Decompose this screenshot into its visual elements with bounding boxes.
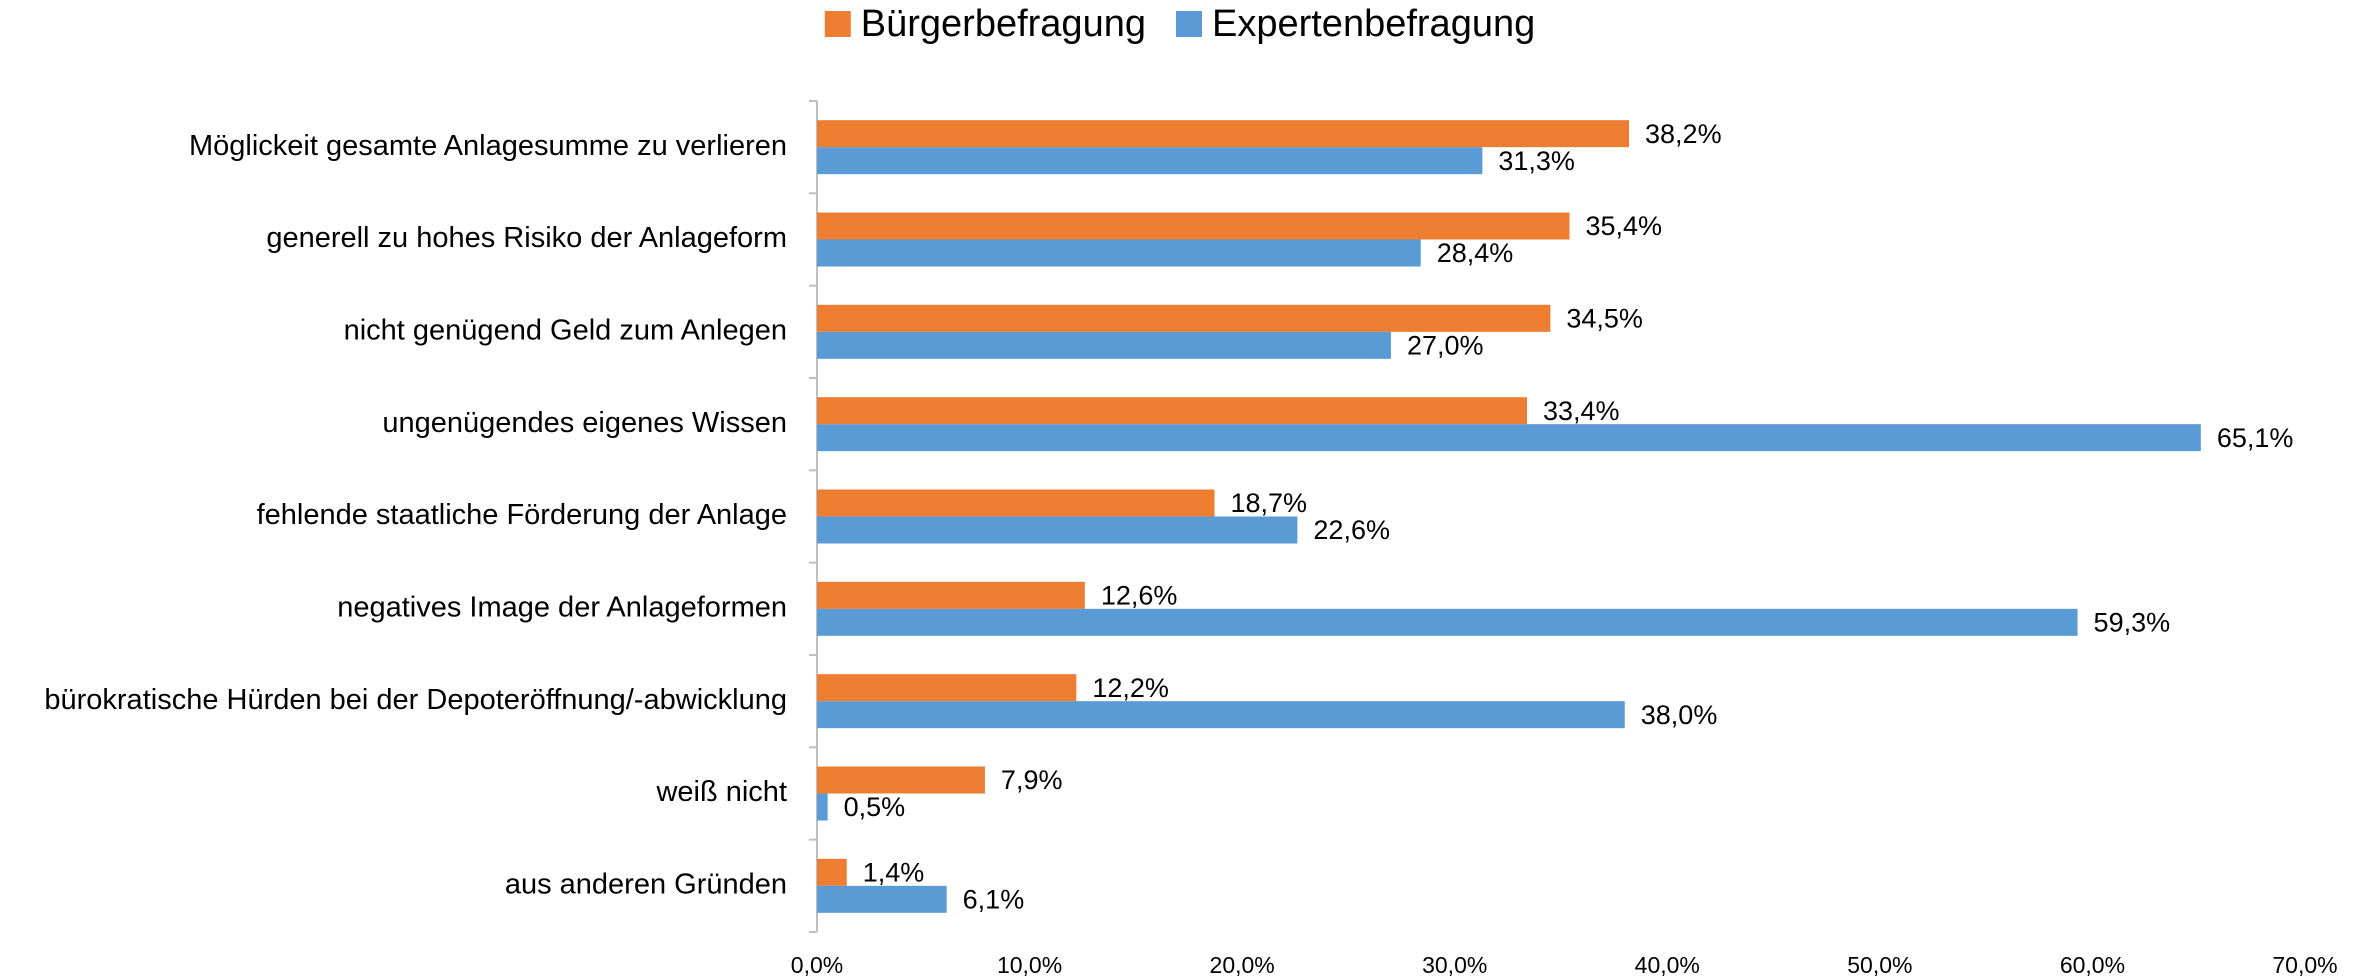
x-tick-label: 60,0% [2060,952,2125,976]
category-label: ungenügendes eigenes Wissen [382,407,787,439]
x-tick-label: 40,0% [1635,952,1700,976]
bar [817,674,1077,702]
category-label: weiß nicht [655,776,787,808]
bar [817,489,1215,517]
legend-label: Bürgerbefragung [861,3,1146,45]
value-label: 33,4% [1543,396,1620,426]
value-label: 35,4% [1586,211,1663,241]
category-label: aus anderen Gründen [505,868,787,900]
value-label: 65,1% [2217,423,2294,453]
value-label: 27,0% [1407,330,1484,360]
value-label: 31,3% [1498,146,1575,176]
legend-swatch [824,11,851,37]
x-tick-label: 20,0% [1210,952,1275,976]
category-label: negatives Image der Anlageformen [337,591,787,623]
value-label: 1,4% [863,857,925,887]
value-label: 38,2% [1645,119,1722,149]
value-label: 12,6% [1101,580,1178,610]
category-label: nicht genügend Geld zum Anlegen [344,314,787,346]
bar [817,304,1551,332]
bar [817,766,985,794]
bar [817,147,1483,175]
legend-label: Expertenbefragung [1212,3,1535,45]
category-label: bürokratische Hürden bei der Depoteröffn… [44,684,787,716]
bar [817,793,828,821]
value-label: 28,4% [1437,238,1514,268]
x-tick-label: 70,0% [2272,952,2337,976]
bar [817,581,1085,609]
bar [817,516,1298,544]
legend-swatch [1175,11,1202,37]
bar [817,858,847,886]
bar [817,239,1421,267]
x-tick-label: 30,0% [1422,952,1487,976]
category-label: Möglickeit gesamte Anlagesumme zu verlie… [189,130,787,162]
value-label: 38,0% [1641,700,1718,730]
value-label: 22,6% [1313,515,1390,545]
x-tick-label: 0,0% [791,952,843,976]
bar [817,885,947,913]
value-label: 0,5% [844,792,906,822]
bar [817,212,1570,240]
value-label: 12,2% [1092,673,1169,703]
bar [817,120,1630,148]
category-label: generell zu hohes Risiko der Anlageform [266,222,787,254]
value-label: 34,5% [1566,303,1643,333]
bar [817,331,1391,359]
bar [817,701,1625,729]
x-tick-label: 10,0% [997,952,1062,976]
bar [817,397,1527,425]
bar [817,608,2078,636]
value-label: 7,9% [1001,765,1063,795]
x-tick-label: 50,0% [1847,952,1912,976]
value-label: 59,3% [2094,607,2171,637]
category-label: fehlende staatliche Förderung der Anlage [257,499,787,531]
value-label: 18,7% [1231,488,1308,518]
value-label: 6,1% [963,884,1025,914]
bar [817,424,2201,452]
